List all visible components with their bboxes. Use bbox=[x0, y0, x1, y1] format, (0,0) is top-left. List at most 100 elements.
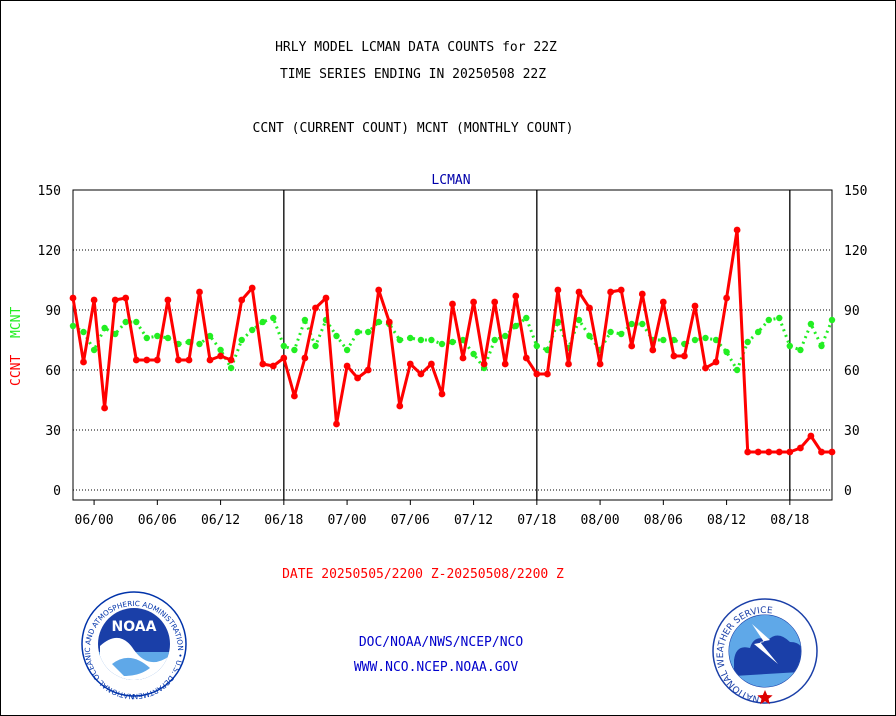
data-point-ccnt bbox=[301, 354, 309, 362]
data-point-ccnt bbox=[765, 448, 773, 456]
x-tick-label: 08/18 bbox=[770, 513, 809, 528]
x-tick-label: 08/06 bbox=[644, 513, 683, 528]
data-point-ccnt bbox=[269, 362, 277, 370]
data-point-ccnt bbox=[354, 374, 361, 382]
data-point-ccnt bbox=[153, 356, 161, 364]
data-point-ccnt bbox=[333, 420, 340, 428]
data-point-mcnt bbox=[776, 314, 783, 322]
data-point-mcnt bbox=[628, 320, 635, 328]
data-point-mcnt bbox=[702, 334, 709, 342]
data-point-ccnt bbox=[607, 288, 614, 296]
y-tick-label-right: 90 bbox=[844, 304, 860, 319]
data-point-ccnt bbox=[544, 370, 551, 378]
y-tick-label-left: 60 bbox=[45, 364, 61, 379]
x-tick-label: 08/00 bbox=[581, 513, 620, 528]
data-point-mcnt bbox=[712, 336, 720, 344]
nws-logo: NATIONAL WEATHER SERVICE bbox=[712, 598, 818, 705]
data-point-ccnt bbox=[259, 360, 267, 368]
data-point-ccnt bbox=[132, 356, 140, 364]
data-point-mcnt bbox=[164, 334, 172, 342]
data-point-ccnt bbox=[217, 352, 225, 360]
data-point-mcnt bbox=[765, 316, 772, 324]
data-point-ccnt bbox=[786, 448, 794, 456]
data-point-ccnt bbox=[522, 354, 530, 362]
data-point-mcnt bbox=[80, 328, 87, 336]
data-point-ccnt bbox=[364, 366, 372, 374]
data-point-ccnt bbox=[449, 300, 456, 308]
data-point-ccnt bbox=[396, 402, 404, 410]
data-point-mcnt bbox=[512, 322, 519, 330]
data-point-ccnt bbox=[196, 288, 203, 296]
x-tick-label: 07/00 bbox=[328, 513, 367, 528]
data-point-mcnt bbox=[575, 316, 583, 324]
x-tick-label: 07/12 bbox=[454, 513, 493, 528]
data-point-ccnt bbox=[291, 392, 298, 400]
data-point-ccnt bbox=[322, 294, 330, 302]
data-point-mcnt bbox=[249, 326, 256, 334]
data-point-mcnt bbox=[143, 334, 150, 342]
data-point-mcnt bbox=[818, 342, 825, 350]
y-tick-label-left: 0 bbox=[53, 484, 61, 499]
data-point-ccnt bbox=[659, 298, 667, 306]
x-tick-label: 06/06 bbox=[138, 513, 177, 528]
data-point-mcnt bbox=[238, 336, 245, 344]
data-point-mcnt bbox=[133, 318, 140, 326]
data-point-ccnt bbox=[670, 352, 678, 360]
y-tick-label-right: 120 bbox=[844, 244, 867, 259]
data-point-mcnt bbox=[755, 328, 762, 336]
data-point-mcnt bbox=[470, 350, 477, 358]
x-tick-label: 06/12 bbox=[201, 513, 240, 528]
footer-url-link[interactable]: WWW.NCO.NCEP.NOAA.GOV bbox=[354, 660, 519, 675]
data-point-mcnt bbox=[786, 342, 793, 350]
data-point-ccnt bbox=[206, 356, 214, 364]
y-axis-label-group: CCNT MCNT bbox=[9, 307, 24, 386]
data-point-ccnt bbox=[375, 286, 383, 294]
data-point-mcnt bbox=[744, 338, 751, 346]
x-tick-label: 07/18 bbox=[517, 513, 556, 528]
data-point-ccnt bbox=[501, 360, 509, 368]
data-point-ccnt bbox=[596, 360, 604, 368]
x-tick-label: 08/12 bbox=[707, 513, 746, 528]
data-point-mcnt bbox=[112, 330, 119, 338]
y-tick-label-left: 120 bbox=[38, 244, 61, 259]
data-point-ccnt bbox=[122, 294, 130, 302]
data-point-mcnt bbox=[691, 336, 699, 344]
data-point-mcnt bbox=[733, 366, 741, 374]
data-point-mcnt bbox=[354, 328, 361, 336]
data-point-ccnt bbox=[406, 360, 414, 368]
data-point-ccnt bbox=[343, 362, 351, 370]
data-point-ccnt bbox=[164, 296, 172, 304]
data-point-ccnt bbox=[238, 296, 246, 304]
data-point-mcnt bbox=[101, 324, 108, 332]
footer-org-link[interactable]: DOC/NOAA/NWS/NCEP/NCO bbox=[359, 635, 524, 650]
station-label: LCMAN bbox=[431, 173, 470, 188]
y-tick-label-right: 0 bbox=[844, 484, 852, 499]
x-tick-label: 06/18 bbox=[264, 513, 303, 528]
data-point-mcnt bbox=[69, 322, 77, 330]
plot-area: 0 0 30 30 60 60 90 90 120 120 150 150 06/00 06/06 06/1… bbox=[38, 184, 868, 528]
data-point-ccnt bbox=[417, 370, 425, 378]
data-point-ccnt bbox=[480, 360, 488, 368]
data-point-ccnt bbox=[428, 360, 435, 368]
star-icon bbox=[757, 690, 773, 705]
data-point-mcnt bbox=[407, 334, 414, 342]
data-point-mcnt bbox=[554, 318, 562, 326]
data-point-mcnt bbox=[375, 318, 382, 326]
data-point-mcnt bbox=[533, 342, 540, 350]
data-point-mcnt bbox=[797, 346, 804, 354]
data-point-ccnt bbox=[312, 304, 319, 312]
data-point-ccnt bbox=[491, 298, 499, 306]
data-point-mcnt bbox=[807, 320, 815, 328]
data-point-ccnt bbox=[175, 356, 182, 364]
data-point-mcnt bbox=[122, 318, 129, 326]
x-tick-label: 06/00 bbox=[75, 513, 114, 528]
data-point-ccnt bbox=[185, 356, 193, 364]
data-point-ccnt bbox=[101, 404, 108, 412]
data-point-ccnt bbox=[248, 284, 256, 292]
data-point-ccnt bbox=[227, 356, 235, 364]
data-point-ccnt bbox=[617, 286, 625, 294]
data-point-mcnt bbox=[449, 338, 456, 346]
data-point-mcnt bbox=[227, 364, 235, 372]
data-point-ccnt bbox=[438, 390, 446, 398]
